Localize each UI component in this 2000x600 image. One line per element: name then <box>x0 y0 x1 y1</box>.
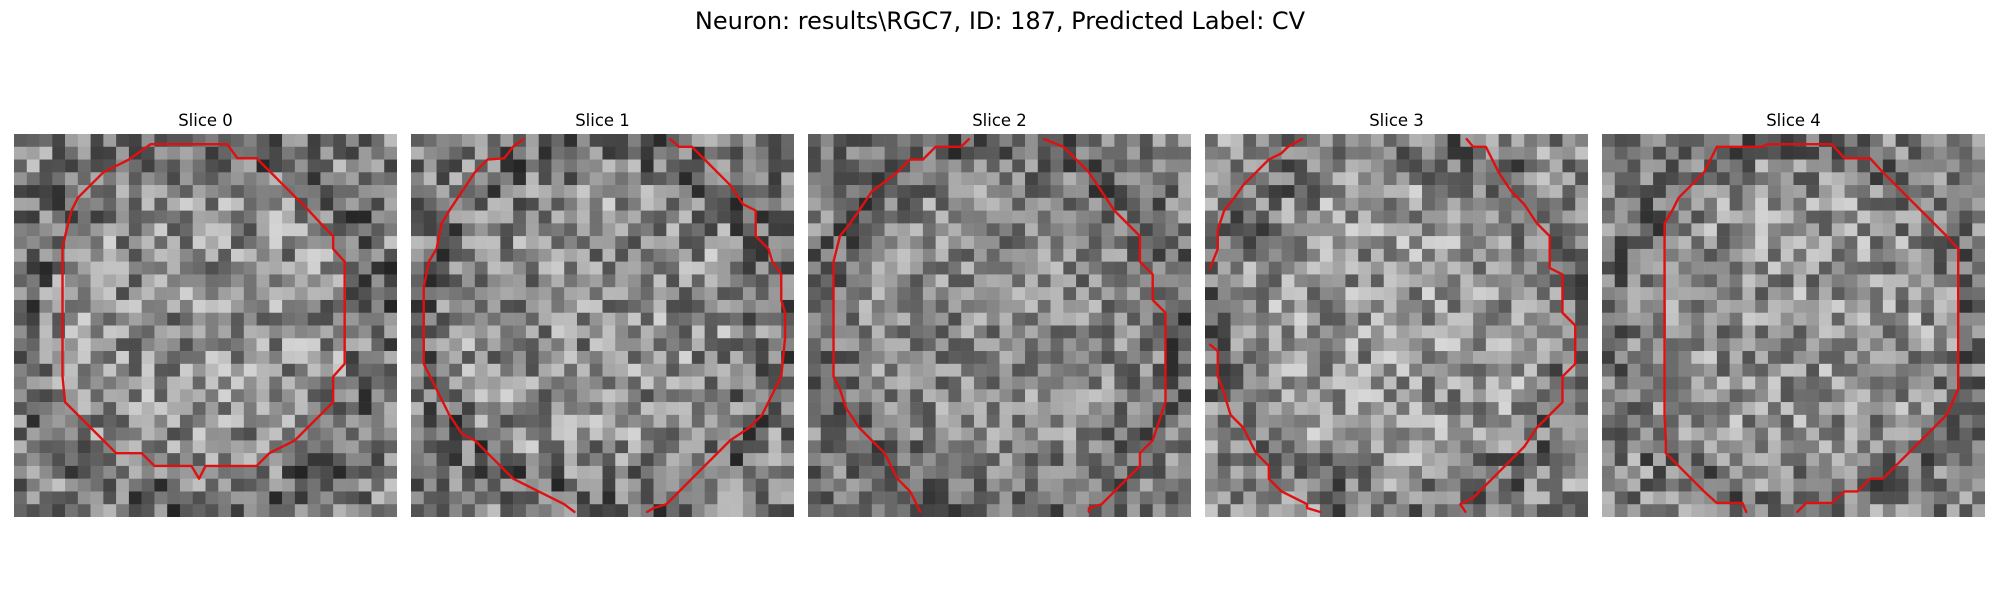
slice-title: Slice 3 <box>1369 111 1424 130</box>
slice-image <box>1602 134 1985 517</box>
slice-panel-0: Slice 0 <box>14 110 397 517</box>
slice-title: Slice 1 <box>575 111 630 130</box>
slice-image <box>411 134 794 517</box>
figure-title: Neuron: results\RGC7, ID: 187, Predicted… <box>694 7 1306 35</box>
segmentation-contour <box>834 139 969 512</box>
segmentation-contour <box>63 144 345 478</box>
slice-title: Slice 2 <box>972 111 1027 130</box>
segmentation-contour <box>1665 147 1747 512</box>
segmentation-contour <box>1717 144 1958 512</box>
slice-panel-3: Slice 3 <box>1205 110 1588 517</box>
segmentation-contour <box>1210 345 1320 512</box>
slice-title: Slice 4 <box>1766 111 1821 130</box>
pixel-mosaic <box>1602 134 1985 517</box>
segmentation-contour <box>424 139 575 512</box>
pixel-mosaic <box>411 134 794 517</box>
slice-image <box>1205 134 1588 517</box>
pixel-mosaic <box>1205 134 1588 517</box>
pixel-mosaic <box>14 134 397 517</box>
segmentation-contour <box>1460 139 1575 512</box>
segmentation-contour <box>647 139 785 512</box>
pixel-mosaic <box>808 134 1191 517</box>
slice-title: Slice 0 <box>178 111 233 130</box>
slice-image <box>14 134 397 517</box>
slice-panel-1: Slice 1 <box>411 110 794 517</box>
segmentation-contour <box>1210 139 1302 268</box>
segmentation-contour <box>1044 139 1165 512</box>
slice-panel-4: Slice 4 <box>1602 110 1985 517</box>
slice-image <box>808 134 1191 517</box>
slice-panel-2: Slice 2 <box>808 110 1191 517</box>
